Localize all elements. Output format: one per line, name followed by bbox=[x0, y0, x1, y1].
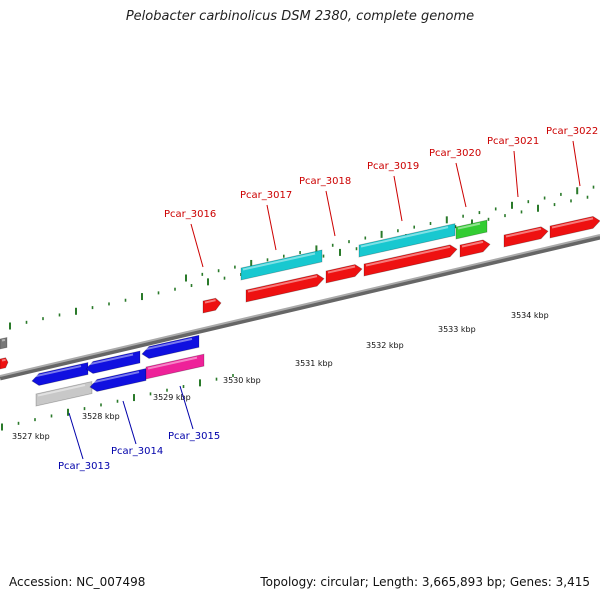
gene-label-pcar-3022: Pcar_3022 bbox=[546, 126, 598, 137]
scale-label: 3533 kbp bbox=[438, 325, 476, 334]
gene-label-leader bbox=[190, 223, 204, 268]
gene-pcar-3014-upper bbox=[85, 350, 141, 374]
gene-label-leader bbox=[122, 400, 137, 445]
gene-pcar-3017-cyan-highlight bbox=[242, 252, 316, 271]
gene-pcar-3020-highlight bbox=[461, 240, 484, 248]
scale-label: 3532 kbp bbox=[366, 341, 404, 350]
gene-pcar-3020-green-highlight bbox=[457, 222, 481, 230]
gene-pcar-3022 bbox=[549, 215, 600, 239]
gene-pcar-3020 bbox=[459, 239, 491, 258]
gene-pcar-3019-highlight bbox=[365, 245, 451, 267]
gene-label-pcar-3020: Pcar_3020 bbox=[429, 148, 481, 159]
accession-text: Accession: NC_007498 bbox=[9, 575, 146, 589]
gene-pcar-3013-highlight bbox=[33, 365, 82, 378]
gene-pcar-3022-highlight bbox=[551, 217, 594, 229]
gene-label-leader bbox=[513, 150, 519, 198]
scale-label: 3534 kbp bbox=[511, 311, 549, 320]
scale-label: 3529 kbp bbox=[153, 393, 191, 402]
backbone-line bbox=[0, 234, 600, 377]
gene-pcar-3014-highlight bbox=[91, 371, 140, 384]
gene-pcar-3021 bbox=[503, 226, 549, 248]
gene-label-pcar-3014: Pcar_3014 bbox=[111, 446, 163, 457]
genome-title: Pelobacter carbinolicus DSM 2380, comple… bbox=[125, 9, 475, 24]
genome-summary-text: Topology: circular; Length: 3,665,893 bp… bbox=[260, 575, 590, 589]
scale-label: 3528 kbp bbox=[82, 412, 120, 421]
gene-pcar-3018 bbox=[325, 264, 363, 284]
gene-label-pcar-3018: Pcar_3018 bbox=[299, 176, 351, 187]
gene-label-leader bbox=[455, 162, 467, 208]
gene-left-edge-gray bbox=[0, 336, 8, 350]
scale-label: 3527 kbp bbox=[12, 432, 50, 441]
gene-label-pcar-3016: Pcar_3016 bbox=[164, 209, 216, 220]
gene-pcar-3013-gray bbox=[35, 381, 93, 407]
gene-pcar-3017-highlight bbox=[247, 275, 318, 293]
gene-left-edge-red bbox=[0, 357, 9, 370]
gene-pcar-3016 bbox=[202, 297, 222, 314]
gene-label-leader bbox=[179, 385, 194, 430]
backbone-shadow bbox=[0, 234, 600, 381]
gene-label-leader bbox=[68, 412, 84, 460]
gene-pcar-3021-highlight bbox=[505, 227, 542, 238]
scale-label: 3530 kbp bbox=[223, 376, 261, 385]
gene-label-pcar-3013: Pcar_3013 bbox=[58, 461, 110, 472]
gene-label-pcar-3021: Pcar_3021 bbox=[487, 136, 539, 147]
gene-label-pcar-3019: Pcar_3019 bbox=[367, 161, 419, 172]
gene-pcar-3019 bbox=[363, 244, 458, 277]
gene-pcar-3019-cyan bbox=[358, 223, 456, 258]
gene-label-leader bbox=[572, 140, 581, 187]
gene-left-edge-gray-highlight bbox=[1, 338, 6, 342]
gene-pcar-3019-cyan-highlight bbox=[360, 226, 449, 248]
scale-label: 3531 kbp bbox=[295, 359, 333, 368]
gene-pcar-3016-highlight bbox=[204, 299, 216, 304]
gene-label-pcar-3015: Pcar_3015 bbox=[168, 431, 220, 442]
gene-label-leader bbox=[393, 175, 403, 222]
gene-pcar-3015-upper-highlight bbox=[143, 337, 193, 351]
gene-pcar-3018-highlight bbox=[327, 265, 356, 274]
gene-pcar-3015-upper bbox=[141, 334, 200, 359]
gene-pcar-3013-gray-highlight bbox=[37, 384, 86, 397]
gene-pcar-3017 bbox=[245, 273, 325, 303]
gene-pcar-3015-highlight bbox=[147, 356, 198, 370]
gene-pcar-3017-cyan bbox=[240, 249, 323, 281]
gene-pcar-3020-green bbox=[455, 219, 488, 240]
gene-pcar-3015 bbox=[145, 353, 205, 380]
gene-label-leader bbox=[266, 204, 277, 251]
gene-label-pcar-3017: Pcar_3017 bbox=[240, 190, 292, 201]
gene-pcar-3014-upper-highlight bbox=[87, 353, 134, 366]
gene-left-edge-red-highlight bbox=[1, 358, 6, 362]
gene-label-leader bbox=[325, 190, 336, 237]
